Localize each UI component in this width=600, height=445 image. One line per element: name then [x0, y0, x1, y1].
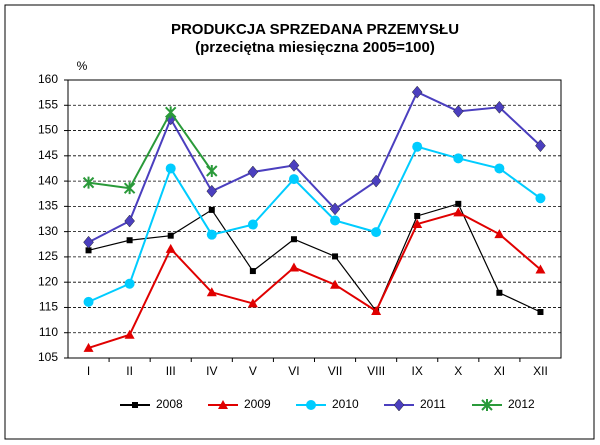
data-point — [82, 176, 95, 189]
legend-marker — [306, 400, 316, 410]
data-point — [535, 139, 546, 153]
y-tick-label: 130 — [38, 224, 58, 238]
legend-label: 2009 — [244, 397, 271, 411]
legend-marker — [218, 400, 228, 409]
data-point — [206, 229, 217, 240]
y-tick-label: 150 — [38, 123, 58, 137]
legend-marker — [132, 402, 138, 408]
legend-label: 2012 — [508, 397, 535, 411]
data-point — [208, 206, 215, 213]
x-tick-label: II — [126, 364, 133, 378]
data-point — [494, 163, 505, 174]
data-point — [124, 278, 135, 289]
data-point — [453, 153, 464, 164]
data-point — [414, 212, 421, 219]
plot-area — [67, 79, 562, 359]
data-point — [165, 106, 177, 119]
data-point — [535, 264, 546, 274]
x-tick-label: III — [166, 364, 176, 378]
data-point — [124, 214, 135, 228]
x-tick-label: X — [454, 364, 462, 378]
data-point — [412, 141, 423, 152]
data-point — [371, 305, 382, 315]
series-line — [88, 203, 541, 313]
data-point — [247, 298, 258, 308]
legend-marker — [393, 398, 405, 412]
data-point — [535, 193, 546, 204]
data-point — [165, 163, 176, 174]
data-point — [167, 232, 174, 239]
series-line — [88, 110, 213, 190]
data-point — [537, 309, 544, 316]
data-point — [206, 164, 218, 177]
y-tick-label: 110 — [39, 325, 58, 339]
x-tick-label: XI — [494, 364, 505, 378]
data-point — [330, 215, 341, 226]
data-point — [370, 174, 382, 188]
legend-label: 2011 — [420, 397, 446, 411]
series-line — [88, 90, 542, 244]
series-line — [88, 145, 542, 303]
data-point — [494, 100, 505, 114]
x-tick-label: IV — [206, 364, 217, 378]
data-point — [494, 229, 505, 239]
legend-label: 2008 — [156, 397, 183, 411]
y-tick-label: 105 — [38, 350, 58, 364]
y-tick-label: 115 — [39, 300, 58, 314]
chart-title: PRODUKCJA SPRZEDANA PRZEMYSŁU — [171, 21, 459, 38]
chart-subtitle: (przeciętna miesięczna 2005=100) — [195, 39, 435, 56]
y-tick-label: 155 — [38, 97, 58, 111]
x-tick-label: VI — [288, 364, 299, 378]
legend-marker — [481, 399, 493, 411]
x-tick-label: VIII — [367, 364, 385, 378]
x-tick-label: VII — [328, 364, 343, 378]
data-point — [83, 235, 94, 249]
data-point — [124, 329, 135, 339]
data-point — [288, 174, 299, 185]
data-point — [123, 182, 136, 195]
y-axis-label: % — [77, 59, 88, 73]
data-point — [496, 289, 503, 296]
data-point — [165, 243, 176, 253]
data-point — [249, 268, 256, 275]
x-tick-label: XII — [533, 364, 548, 378]
data-point — [453, 207, 464, 217]
x-tick-label: V — [249, 364, 257, 378]
data-point — [206, 287, 217, 297]
data-point — [288, 159, 300, 172]
data-point — [371, 227, 382, 238]
y-tick-label: 145 — [38, 148, 58, 162]
y-tick-label: 140 — [38, 173, 58, 187]
x-tick-label: I — [87, 364, 90, 378]
chart-frame — [4, 4, 595, 440]
y-tick-label: 125 — [38, 249, 58, 263]
data-point — [412, 219, 423, 229]
data-point — [452, 104, 464, 118]
data-point — [332, 253, 339, 260]
series-line — [88, 211, 542, 349]
data-point — [288, 262, 299, 272]
data-point — [329, 202, 341, 216]
data-point — [247, 165, 259, 179]
data-point — [85, 247, 92, 254]
data-point — [330, 279, 341, 289]
data-point — [126, 237, 133, 244]
data-point — [83, 342, 94, 352]
y-tick-label: 120 — [38, 274, 58, 288]
data-point — [83, 296, 94, 307]
data-point — [290, 236, 297, 243]
y-tick-label: 160 — [38, 72, 58, 86]
data-point — [455, 200, 462, 207]
data-point — [247, 219, 258, 230]
data-point — [411, 85, 423, 99]
legend-label: 2010 — [332, 397, 359, 411]
x-tick-label: IX — [412, 364, 423, 378]
y-tick-label: 135 — [38, 199, 58, 213]
data-point — [206, 184, 218, 198]
